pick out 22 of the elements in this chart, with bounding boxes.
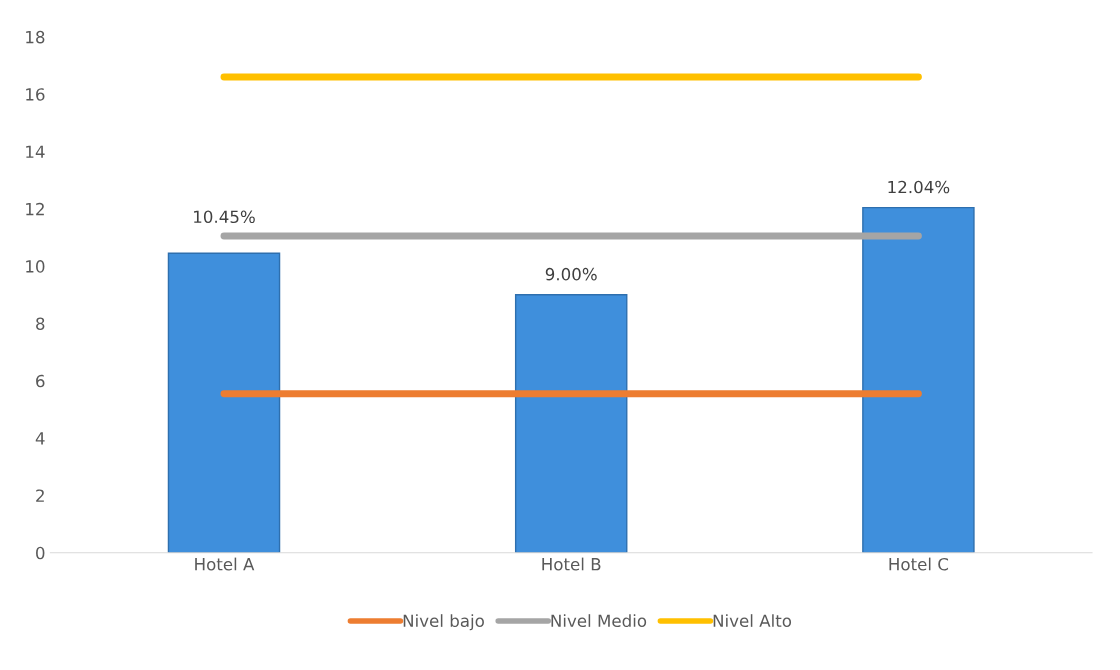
y-tick-label: 2 bbox=[36, 489, 44, 502]
y-tick-label: 14 bbox=[26, 145, 45, 158]
x-tick-label: Hotel B bbox=[542, 557, 601, 571]
legend-label: Nivel Alto bbox=[713, 614, 792, 628]
data-label: 10.45% bbox=[194, 210, 255, 224]
y-tick-label: 4 bbox=[35, 432, 45, 445]
legend-label: Nivel bajo bbox=[403, 614, 484, 631]
bar bbox=[514, 294, 628, 553]
y-tick-label: 0 bbox=[36, 546, 45, 560]
bar bbox=[862, 206, 975, 553]
y-tick-label: 6 bbox=[36, 374, 45, 388]
y-tick-label: 10 bbox=[26, 260, 45, 273]
y-tick-label: 12 bbox=[26, 202, 44, 216]
data-label: 9.00% bbox=[545, 267, 597, 281]
y-tick-label: 8 bbox=[36, 317, 45, 331]
x-tick-label: Hotel C bbox=[889, 557, 949, 571]
y-tick-label: 16 bbox=[26, 88, 45, 101]
data-label: 12.04% bbox=[888, 180, 950, 194]
y-tick-label: 18 bbox=[26, 30, 45, 44]
x-tick-label: Hotel A bbox=[195, 557, 255, 571]
legend-label: Nivel Medio bbox=[551, 614, 647, 628]
bar bbox=[167, 252, 281, 553]
